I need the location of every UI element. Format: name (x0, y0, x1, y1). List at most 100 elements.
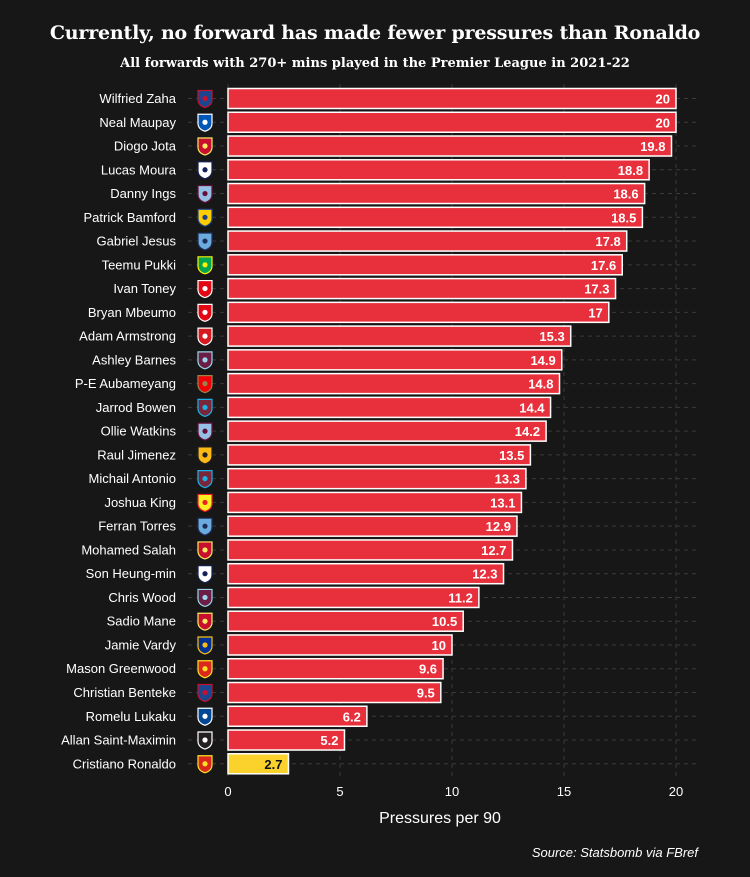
badge-emblem (202, 594, 208, 601)
bar (227, 372, 561, 395)
value-label: 9.6 (419, 662, 437, 677)
player-label: Romelu Lukaku (86, 709, 176, 724)
player-label: Son Heung-min (86, 566, 176, 581)
value-label: 13.1 (490, 495, 515, 510)
player-label: Patrick Bamford (84, 210, 176, 225)
badge-emblem (202, 214, 208, 220)
badge-emblem (202, 357, 208, 363)
x-tick-label: 15 (557, 784, 571, 799)
player-label: Allan Saint-Maximin (61, 733, 176, 748)
value-label: 18.8 (618, 163, 643, 178)
x-tick-label: 10 (445, 784, 459, 799)
badge-emblem (202, 761, 208, 767)
badge-emblem (202, 119, 208, 125)
bar (227, 444, 532, 466)
player-label: Lucas Moura (101, 162, 177, 177)
badge-emblem (202, 618, 208, 624)
player-label: Ferran Torres (98, 519, 176, 534)
player-label: Bryan Mbeumo (88, 305, 176, 320)
value-label: 17.8 (595, 234, 620, 249)
player-label: Mohamed Salah (81, 542, 176, 557)
value-label: 10.5 (432, 614, 457, 629)
bar (227, 135, 673, 157)
bar (227, 610, 464, 632)
value-label: 12.9 (486, 519, 511, 534)
value-label: 14.4 (519, 400, 545, 415)
badge-emblem (202, 737, 208, 743)
value-label: 13.3 (495, 472, 520, 487)
value-label: 9.5 (417, 686, 435, 701)
player-label: Joshua King (104, 495, 176, 510)
bar (227, 586, 480, 609)
bar (227, 705, 368, 728)
x-tick-label: 20 (669, 784, 683, 799)
bar (227, 467, 527, 490)
value-label: 17.3 (584, 282, 609, 297)
bar (227, 301, 610, 324)
player-label: Mason Greenwood (66, 661, 176, 676)
bar (227, 539, 514, 561)
player-label: Michail Antonio (89, 471, 176, 486)
bar (227, 230, 628, 252)
badge-emblem (202, 452, 208, 458)
player-label: Cristiano Ronaldo (73, 756, 176, 771)
bar (227, 159, 650, 181)
player-label: Ivan Toney (113, 281, 176, 296)
player-label: Ashley Barnes (92, 352, 176, 367)
player-label: Chris Wood (108, 590, 176, 605)
player-label: Raul Jimenez (97, 447, 176, 462)
value-label: 12.7 (481, 543, 506, 558)
bar (227, 87, 677, 110)
badge-emblem (202, 190, 208, 197)
bar (227, 634, 453, 656)
value-label: 14.9 (530, 353, 555, 368)
badge-emblem (202, 333, 208, 339)
badge-emblem (202, 285, 208, 292)
player-label: Wilfried Zaha (99, 91, 176, 106)
value-label: 13.5 (499, 448, 524, 463)
bar (227, 349, 563, 371)
value-label: 20 (656, 92, 670, 107)
value-label: 14.8 (528, 377, 553, 392)
badge-emblem (202, 547, 208, 553)
bar (227, 254, 623, 276)
bar (227, 515, 518, 537)
badge-emblem (202, 404, 208, 410)
badge-emblem (202, 143, 208, 149)
value-label: 6.2 (343, 709, 361, 724)
bar (227, 681, 442, 704)
source-note: Source: Statsbomb via FBref (531, 845, 698, 860)
bar (227, 325, 572, 347)
player-label: Sadio Mane (107, 614, 176, 629)
value-label: 20 (656, 115, 670, 130)
player-label: Jamie Vardy (105, 637, 177, 652)
value-label: 18.5 (611, 210, 636, 225)
value-label: 15.3 (539, 329, 564, 344)
badge-emblem (202, 476, 208, 482)
value-label: 18.6 (613, 187, 638, 202)
player-label: Adam Armstrong (79, 329, 176, 344)
bar (227, 396, 552, 419)
player-label: P-E Aubameyang (75, 376, 176, 391)
bar (227, 753, 290, 775)
bar (227, 420, 547, 442)
value-label: 17 (588, 305, 602, 320)
chart-title: Currently, no forward has made fewer pre… (49, 22, 701, 44)
badge-emblem (202, 713, 208, 719)
badge-emblem (202, 689, 208, 696)
value-label: 12.3 (472, 567, 497, 582)
player-label: Jarrod Bowen (96, 400, 176, 415)
player-label: Christian Benteke (73, 685, 176, 700)
badge-emblem (202, 381, 208, 387)
bar (227, 562, 505, 585)
badge-emblem (202, 666, 208, 672)
bar (227, 111, 677, 134)
badge-emblem (202, 428, 208, 434)
x-tick-label: 5 (336, 784, 343, 799)
badge-emblem (202, 238, 208, 244)
badge-emblem (202, 95, 208, 102)
player-label: Gabriel Jesus (97, 234, 177, 249)
player-label: Ollie Watkins (101, 424, 177, 439)
badge-emblem (202, 309, 208, 315)
